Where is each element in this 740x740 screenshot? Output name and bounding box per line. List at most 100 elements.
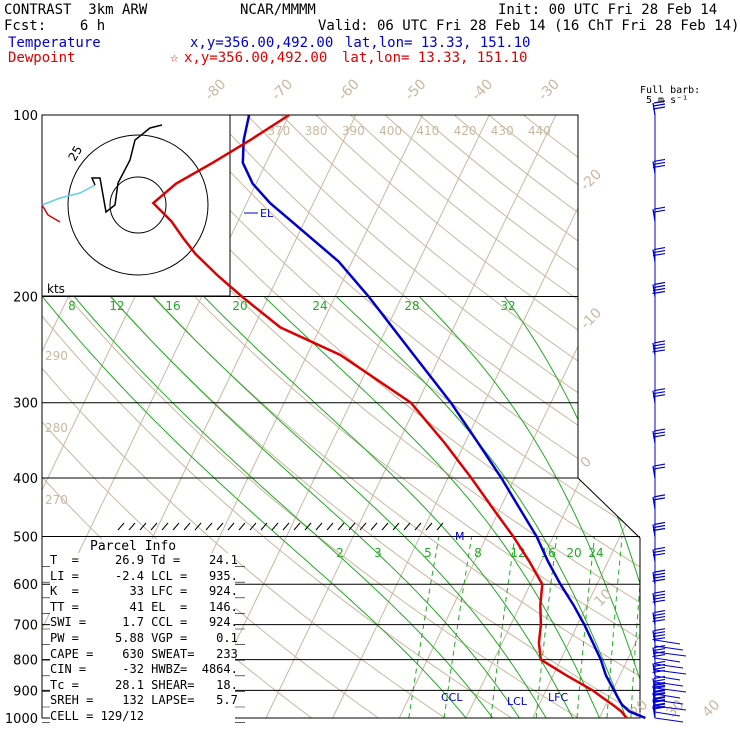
theta-label: 430: [491, 124, 514, 138]
theta-label: 400: [379, 124, 402, 138]
mixing-ratio-label: 8: [474, 546, 482, 560]
hatch-mark: [183, 522, 191, 531]
parcel-row: TT = 41 EL = 146.: [50, 599, 238, 614]
mixing-ratio-line: [576, 536, 595, 718]
pressure-label-700: 700: [13, 619, 38, 634]
hatch-mark: [260, 522, 268, 531]
mixing-ratio-label: 32: [500, 299, 515, 313]
parcel-row: SWI = 1.7 CCL = 924.: [50, 615, 238, 630]
pressure-label-800: 800: [13, 654, 38, 669]
hodograph: [41, 114, 231, 297]
hatch-mark: [150, 522, 158, 531]
hatch-mark: [381, 522, 389, 531]
level-marker-el: EL: [260, 207, 274, 220]
mixing-ratio-label: 12: [109, 299, 124, 313]
hatch-mark: [414, 522, 422, 531]
hatch-mark: [282, 522, 290, 531]
isotherm: [265, 115, 557, 718]
mixing-ratio-line: [408, 536, 440, 718]
theta-label: 380: [305, 124, 328, 138]
init-time: Init: 00 UTC Fri 28 Feb 14: [498, 2, 718, 18]
dewpoint-star-icon: ☆: [170, 50, 179, 66]
dry-adiabat: [42, 115, 465, 718]
wind-barb: [652, 209, 656, 222]
isotherm: [198, 115, 490, 718]
mixing-ratio-line: [490, 536, 516, 718]
level-marker-ccl: CCL: [441, 691, 463, 704]
mixing-ratio-label: 5: [424, 546, 432, 560]
dry-adiabat: [142, 115, 640, 718]
isotherm: [398, 115, 640, 718]
model-title: CONTRAST 3km ARW: [4, 2, 148, 18]
isotherm-label: 10: [592, 586, 616, 610]
isotherm-label: 0: [578, 454, 596, 472]
parcel-row: Tc = 28.1 SHEAR= 18.: [50, 677, 238, 692]
dry-adiabat: [212, 115, 640, 718]
dewpoint-latlon: lat,lon= 13.33, 151.10: [342, 50, 528, 66]
hatch-mark: [293, 522, 301, 531]
hatch-mark: [205, 522, 213, 531]
mixing-ratio-line: [443, 536, 473, 718]
hodograph-ring-label: 25: [65, 143, 85, 163]
mixing-ratio-line: [606, 536, 623, 718]
dewpoint-xy: x,y=356.00,492.00: [184, 50, 328, 66]
hatch-mark: [359, 522, 367, 531]
parcel-row: K = 33 LFC = 924.: [50, 584, 238, 599]
hatch-mark: [315, 522, 323, 531]
hatch-mark: [337, 522, 345, 531]
dry-adiabat: [73, 115, 640, 718]
mixing-ratio-label: 20: [566, 546, 581, 560]
dry-adiabat: [453, 115, 640, 718]
isotherm-label: -60: [335, 76, 362, 103]
mixing-ratio-label: 2: [336, 546, 344, 560]
parcel-row: T = 26.9 Td = 24.1: [50, 553, 238, 567]
dewpoint-profile: [151, 113, 628, 719]
level-marker-lcl: LCL: [507, 695, 528, 708]
mixing-ratio-label: 8: [68, 299, 76, 313]
hatch-mark: [436, 522, 444, 531]
mixing-ratio-label: 24: [312, 299, 327, 313]
isotherm: [332, 115, 624, 718]
hodograph-units: kts: [47, 282, 65, 296]
wind-barb: [652, 496, 656, 509]
pressure-label-900: 900: [13, 684, 38, 699]
isotherm-label: -50: [402, 76, 429, 103]
isotherm-label: 40: [700, 697, 724, 721]
hatch-mark: [117, 522, 125, 531]
isotherm: [666, 115, 740, 718]
parcel-info-title: Parcel Info: [88, 539, 179, 554]
parcel-row: CIN = -32 HWBZ= 4864.: [50, 662, 238, 677]
hatch-mark: [216, 522, 224, 531]
dry-adiabat-label: 270: [45, 493, 68, 507]
moist-adiabat: [418, 296, 640, 718]
dry-adiabat: [350, 115, 640, 718]
dry-adiabat-label: 290: [45, 349, 68, 363]
pressure-label-500: 500: [13, 530, 38, 545]
hatch-mark: [139, 522, 147, 531]
dry-adiabat-label: 280: [45, 421, 68, 435]
mixing-ratio-label: 28: [404, 299, 419, 313]
hatch-mark: [348, 522, 356, 531]
level-marker-m: M: [455, 530, 465, 543]
mixing-ratio-label: 16: [165, 299, 180, 313]
parcel-row: SREH = 132 LAPSE= 5.7: [50, 693, 238, 708]
theta-label: 420: [454, 124, 477, 138]
hatch-mark: [392, 522, 400, 531]
mixing-ratio-label: 16: [540, 546, 555, 560]
temperature-legend: Temperature: [8, 35, 101, 51]
dry-adiabat: [281, 115, 640, 718]
hatch-mark: [238, 522, 246, 531]
dry-adiabat: [384, 115, 640, 718]
level-marker-lfc: LFC: [548, 691, 568, 704]
hatch-mark: [128, 522, 136, 531]
dry-adiabat: [246, 115, 640, 718]
theta-label: 370: [267, 124, 290, 138]
dry-adiabat: [522, 115, 640, 718]
dry-adiabat: [42, 115, 600, 718]
dry-adiabat: [177, 115, 640, 718]
temperature-profile: [241, 114, 646, 720]
isotherm-label: -80: [202, 76, 229, 103]
isotherm-label: -30: [535, 76, 562, 103]
valid-time: Valid: 06 UTC Fri 28 Feb 14 (16 ChT Fri …: [318, 18, 740, 34]
isotherm: [42, 115, 290, 718]
